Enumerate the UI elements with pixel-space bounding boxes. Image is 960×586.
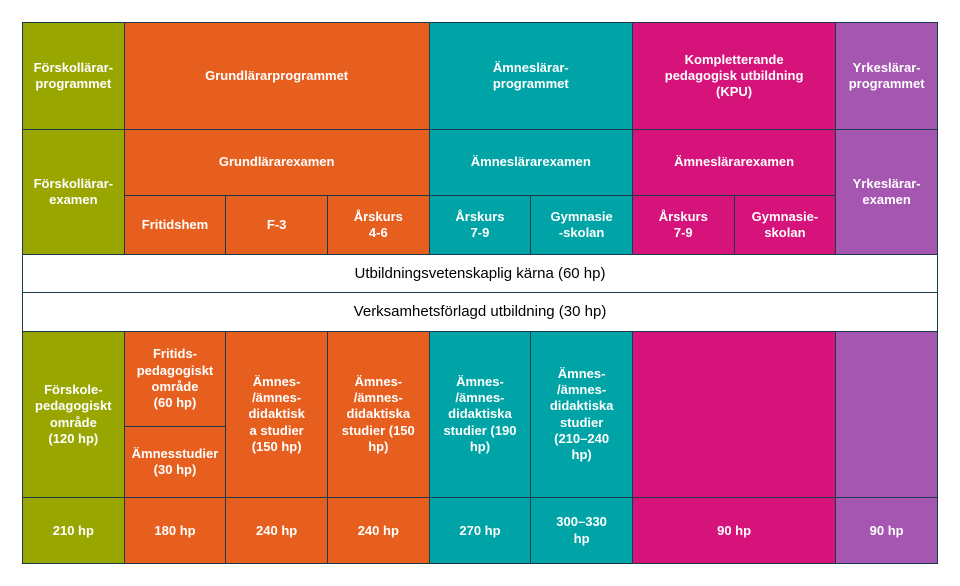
total-1: 210 hp xyxy=(23,498,125,564)
examen-kpu: Ämneslärarexamen xyxy=(632,130,835,196)
examen-grundlarar: Grundlärarexamen xyxy=(124,130,429,196)
total-6: 300–330hp xyxy=(531,498,633,564)
header-amneslarar: Ämneslärar-programmet xyxy=(429,23,632,130)
content-amnes150-b: Ämnes-/ämnes-didaktiskastudier (150hp) xyxy=(327,331,429,498)
content-amnes210: Ämnes-/ämnes-didaktiskastudier(210–240hp… xyxy=(531,331,633,498)
total-2: 180 hp xyxy=(124,498,226,564)
header-kpu: Kompletterandepedagogisk utbildning(KPU) xyxy=(632,23,835,130)
sub-arskurs79-a: Årskurs7-9 xyxy=(429,195,531,255)
total-8: 90 hp xyxy=(836,498,938,564)
content-amnes150-a: Ämnes-/ämnes-didaktiska studier(150 hp) xyxy=(226,331,328,498)
core-verksamhets: Verksamhetsförlagd utbildning (30 hp) xyxy=(23,293,938,331)
core-utbildnings: Utbildningsvetenskaplig kärna (60 hp) xyxy=(23,255,938,293)
header-yrkeslarar: Yrkeslärar-programmet xyxy=(836,23,938,130)
diagram-wrapper: Förskollärar-programmet Grundlärarprogra… xyxy=(0,0,960,586)
sub-gymnasie-b: Gymnasie-skolan xyxy=(734,195,836,255)
sub-fritidshem: Fritidshem xyxy=(124,195,226,255)
examen-amneslarar: Ämneslärarexamen xyxy=(429,130,632,196)
sub-f3: F-3 xyxy=(226,195,328,255)
content-yrkes-empty xyxy=(836,331,938,498)
content-amnes190: Ämnes-/ämnes-didaktiskastudier (190hp) xyxy=(429,331,531,498)
total-3: 240 hp xyxy=(226,498,328,564)
total-7: 90 hp xyxy=(632,498,835,564)
header-forskollarar: Förskollärar-programmet xyxy=(23,23,125,130)
examen-yrkeslarar: Yrkeslärar-examen xyxy=(836,130,938,255)
content-kpu-empty xyxy=(632,331,835,498)
total-5: 270 hp xyxy=(429,498,531,564)
sub-arskurs46: Årskurs4-6 xyxy=(327,195,429,255)
header-grundlarar: Grundlärarprogrammet xyxy=(124,23,429,130)
content-fritids: Fritids-pedagogisktområde(60 hp) xyxy=(124,331,226,426)
sub-arskurs79-b: Årskurs7-9 xyxy=(632,195,734,255)
sub-gymnasie-a: Gymnasie-skolan xyxy=(531,195,633,255)
content-amnesstudier: Ämnesstudier(30 hp) xyxy=(124,426,226,497)
content-forskole: Förskole-pedagogisktområde(120 hp) xyxy=(23,331,125,498)
total-4: 240 hp xyxy=(327,498,429,564)
examen-forskollarar: Förskollärar-examen xyxy=(23,130,125,255)
program-table: Förskollärar-programmet Grundlärarprogra… xyxy=(22,22,938,564)
